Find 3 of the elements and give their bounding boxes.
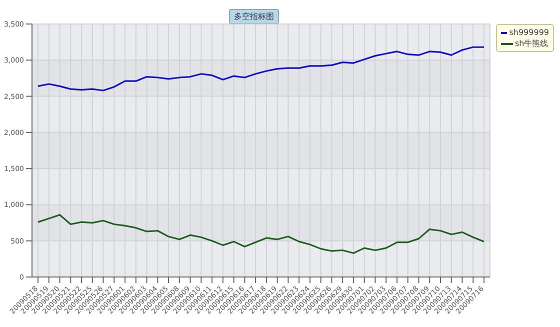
chart-title: 多空指标图 (229, 9, 279, 24)
legend-label: sh牛熊线 (515, 38, 548, 49)
legend-label: sh999999 (509, 27, 549, 38)
